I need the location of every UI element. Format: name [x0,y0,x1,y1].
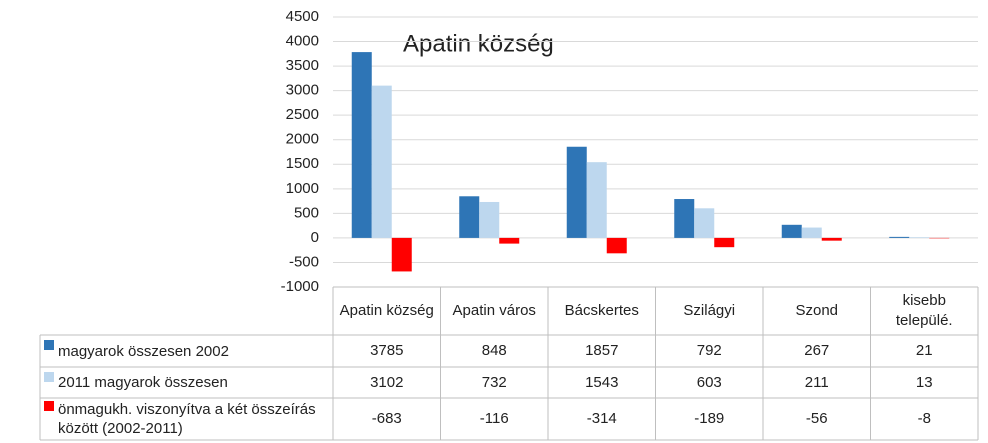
legend-key [44,401,54,411]
table-value: 1543 [585,373,619,391]
category-label: Apatin község [339,302,434,319]
legend-label: önmagukh. viszonyítva a két összeírás kö… [58,401,316,437]
bar [499,237,520,244]
y-tick-label: 1500 [286,155,319,172]
category-label: Bácskertes [564,302,639,319]
y-tick-label: 1000 [286,180,319,197]
y-tick-label: 0 [311,229,319,246]
bar [586,162,607,238]
bar [391,237,412,272]
bar [801,227,822,238]
bar [889,236,910,238]
table-value: -683 [371,410,402,427]
table-value: -189 [694,410,725,427]
legend-entry: önmagukh. viszonyítva a két összeírás kö… [40,398,333,440]
table-value: 603 [696,373,722,391]
bar [459,196,480,238]
legend-label: 2011 magyarok összesen [58,374,228,391]
table-value: 3102 [370,373,404,391]
table-value: 211 [804,373,829,391]
bar [694,208,715,238]
table-value: 267 [804,342,830,359]
bar [371,85,392,238]
table-value: 1857 [585,342,619,359]
table-value: -116 [479,410,509,427]
legend-key [44,372,54,382]
bar [821,237,842,241]
y-tick-label: 3500 [286,57,319,74]
legend-key [44,340,54,350]
bar [909,237,930,238]
category-label: kisebb települé. [895,292,953,329]
bar [479,201,500,238]
legend-entry: magyarok összesen 2002 [40,335,333,367]
bar [781,224,802,238]
category-label: Szilágyi [683,302,736,319]
bar [674,199,695,238]
bar [606,237,627,254]
table-value: 3785 [370,342,404,359]
chart-title: Apatin község [403,30,554,57]
bar [714,237,735,248]
table-value: -56 [805,410,828,427]
y-tick-label: 3000 [286,82,319,99]
legend-entry: 2011 magyarok összesen [40,367,333,398]
table-value: -8 [917,410,931,427]
y-tick-label: 2000 [286,131,319,148]
y-tick-label: 500 [294,204,319,221]
y-tick-label: 4000 [286,33,319,50]
y-tick-label: -1000 [281,278,319,295]
table-value: -314 [586,410,617,427]
y-tick-label: -500 [289,253,319,270]
table-value: 13 [915,373,933,391]
table-value: 848 [481,342,507,359]
bar [566,146,587,238]
legend-label: magyarok összesen 2002 [58,342,229,360]
y-tick-label: 4500 [286,8,319,25]
y-tick-label: 2500 [286,106,319,123]
table-value: 792 [696,342,722,359]
table-value: 21 [915,342,933,359]
category-label: Apatin város [452,302,536,319]
table-value: 732 [481,373,507,391]
category-label: Szond [795,302,839,319]
bar [351,52,372,238]
